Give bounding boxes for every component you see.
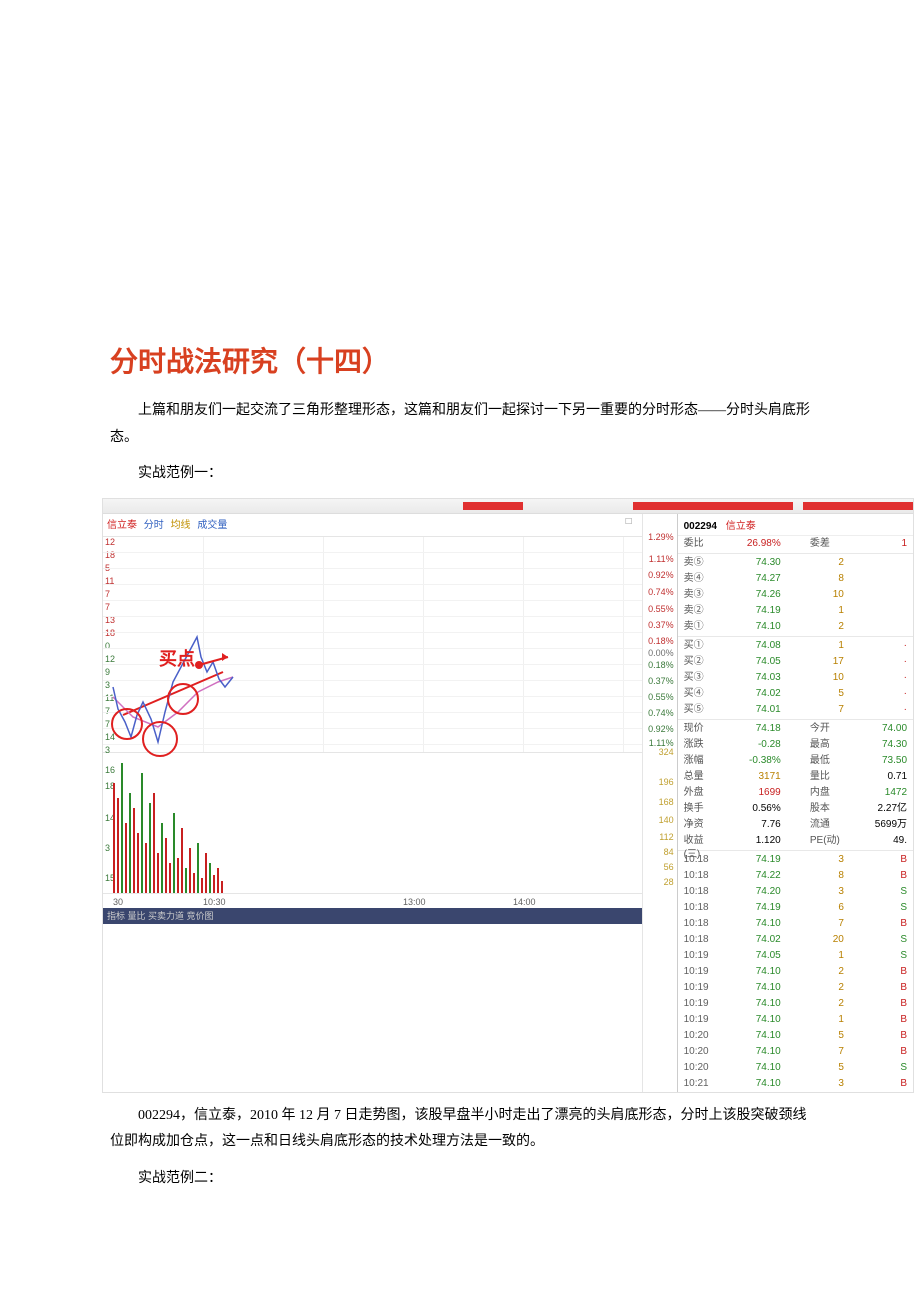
paragraph-example1-label: 实战范例一： bbox=[110, 461, 810, 488]
info-row: 涨幅-0.38%最低73.50 bbox=[678, 753, 913, 769]
tick-row: 10:2074.105S bbox=[678, 1060, 913, 1076]
paragraph-example2-label: 实战范例二： bbox=[110, 1166, 810, 1193]
ask-row: 卖⑤74.302 bbox=[678, 555, 913, 571]
ask-row: 卖③74.2610 bbox=[678, 587, 913, 603]
buy-point-annotation: 买点 bbox=[159, 645, 195, 671]
chart-footer-tabs: 指标 量比 买卖力道 竞价图 bbox=[103, 908, 642, 924]
tick-row: 10:1874.193B bbox=[678, 852, 913, 868]
info-row: 换手0.56%股本2.27亿 bbox=[678, 801, 913, 817]
bid-row: 买①74.081· bbox=[678, 638, 913, 654]
quote-panel: 002294 信立泰 委比 26.98% 委差 1 卖⑤74.302卖④74.2… bbox=[677, 514, 913, 1092]
tick-row: 10:1874.0220S bbox=[678, 932, 913, 948]
tick-row: 10:1974.102B bbox=[678, 980, 913, 996]
info-row: 外盘1699内盘1472 bbox=[678, 785, 913, 801]
info-row: 现价74.18今开74.00 bbox=[678, 721, 913, 737]
tick-row: 10:1974.051S bbox=[678, 948, 913, 964]
volume-plot: 161814315 bbox=[103, 753, 642, 894]
weibi-row: 委比 26.98% 委差 1 bbox=[678, 536, 913, 552]
tick-row: 10:1874.203S bbox=[678, 884, 913, 900]
bid-row: 买③74.0310· bbox=[678, 670, 913, 686]
intraday-chart-screenshot: 信立泰 分时 均线 成交量 □ 121851177131801293117714… bbox=[102, 498, 914, 1093]
quote-title: 002294 信立泰 bbox=[678, 514, 913, 536]
info-row: 收益(三)1.120PE(动)49. bbox=[678, 833, 913, 849]
tick-row: 10:2074.107B bbox=[678, 1044, 913, 1060]
article-title: 分时战法研究（十四） bbox=[110, 340, 810, 380]
chart-main-area: 信立泰 分时 均线 成交量 □ 121851177131801293117714… bbox=[103, 514, 642, 1092]
tick-row: 10:1874.228B bbox=[678, 868, 913, 884]
ask-row: 卖①74.102 bbox=[678, 619, 913, 635]
paragraph-intro: 上篇和朋友们一起交流了三角形整理形态，这篇和朋友们一起探讨一下另一重要的分时形态… bbox=[110, 398, 810, 451]
info-row: 净资7.76流通5699万 bbox=[678, 817, 913, 833]
ask-row: 卖④74.278 bbox=[678, 571, 913, 587]
info-row: 涨跌-0.28最高74.30 bbox=[678, 737, 913, 753]
tick-row: 10:1974.102B bbox=[678, 996, 913, 1012]
pct-axis: 1.29%1.11%0.92%0.74%0.55%0.37%0.18%0.00%… bbox=[642, 514, 677, 1092]
tick-row: 10:1874.107B bbox=[678, 916, 913, 932]
ask-row: 卖②74.191 bbox=[678, 603, 913, 619]
tick-row: 10:1874.196S bbox=[678, 900, 913, 916]
tick-row: 10:1974.101B bbox=[678, 1012, 913, 1028]
bid-row: 买⑤74.017· bbox=[678, 702, 913, 718]
paragraph-example1-desc: 002294，信立泰，2010 年 12 月 7 日走势图，该股早盘半小时走出了… bbox=[110, 1103, 810, 1156]
chart-window-header bbox=[103, 499, 913, 514]
info-row: 总量3171量比0.71 bbox=[678, 769, 913, 785]
bid-row: 买④74.025· bbox=[678, 686, 913, 702]
bid-row: 买②74.0517· bbox=[678, 654, 913, 670]
chart-indicator-tabs: 信立泰 分时 均线 成交量 □ bbox=[103, 514, 642, 536]
tick-row: 10:2074.105B bbox=[678, 1028, 913, 1044]
tick-row: 10:1974.102B bbox=[678, 964, 913, 980]
tick-row: 10:2174.103B bbox=[678, 1076, 913, 1092]
time-axis: 3010:3013:0014:00 bbox=[103, 894, 642, 908]
price-plot: 1218511771318012931177143 买点 bbox=[103, 536, 642, 753]
